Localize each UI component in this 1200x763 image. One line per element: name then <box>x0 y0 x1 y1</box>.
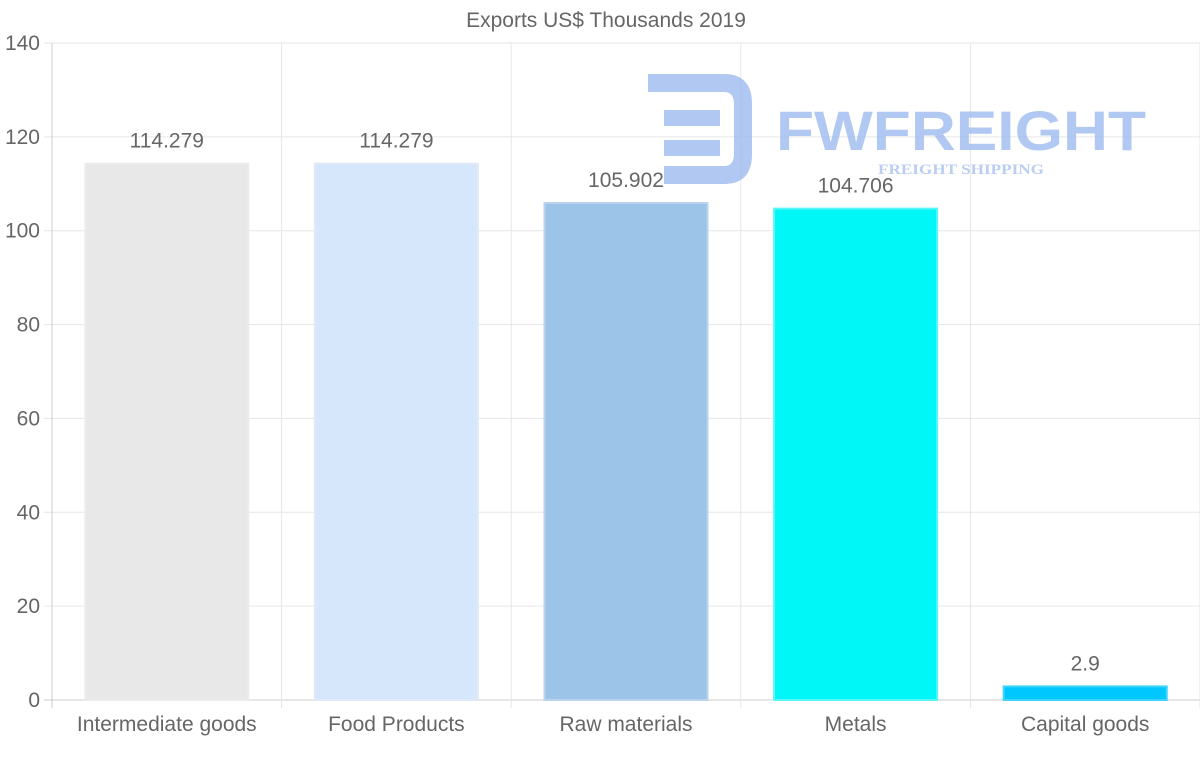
watermark-logo: FWFREIGHT FREIGHT SHIPPING <box>648 74 1146 184</box>
x-tick-label: Metals <box>825 713 887 736</box>
y-axis: 0 20 40 60 80 100 120 140 <box>5 32 40 712</box>
y-tick-label: 140 <box>5 32 40 55</box>
watermark-tagline: FREIGHT SHIPPING <box>878 162 1044 178</box>
bars <box>84 162 1168 702</box>
bar[interactable] <box>773 207 939 701</box>
x-tick-label: Raw materials <box>559 713 692 736</box>
fw-logo-icon <box>648 74 752 184</box>
y-tick-label: 0 <box>28 689 40 712</box>
x-tick-label: Capital goods <box>1021 713 1149 736</box>
x-tick-label: Food Products <box>328 713 465 736</box>
bar[interactable] <box>84 162 250 702</box>
data-labels: 114.279 114.279 105.902 104.706 2.9 <box>130 130 1100 676</box>
y-tick-label: 80 <box>17 314 40 337</box>
bar-value-label: 105.902 <box>588 169 664 192</box>
bar-value-label: 114.279 <box>130 130 204 153</box>
x-axis: Intermediate goods Food Products Raw mater… <box>77 713 1150 736</box>
bar[interactable] <box>543 202 709 702</box>
watermark-brand: FWFREIGHT <box>776 99 1146 162</box>
y-tick-label: 40 <box>17 501 40 524</box>
chart-title: Exports US$ Thousands 2019 <box>466 9 746 32</box>
bar-value-label: 104.706 <box>818 175 894 198</box>
bar-value-label: 114.279 <box>359 130 433 153</box>
y-tick-label: 120 <box>5 126 40 149</box>
y-tick-label: 100 <box>5 220 40 243</box>
bar-value-label: 2.9 <box>1071 652 1100 675</box>
y-tick-label: 60 <box>17 407 40 430</box>
x-tick-label: Intermediate goods <box>77 713 257 736</box>
bar[interactable] <box>313 162 479 702</box>
y-tick-label: 20 <box>17 595 40 618</box>
bar[interactable] <box>1002 685 1168 701</box>
